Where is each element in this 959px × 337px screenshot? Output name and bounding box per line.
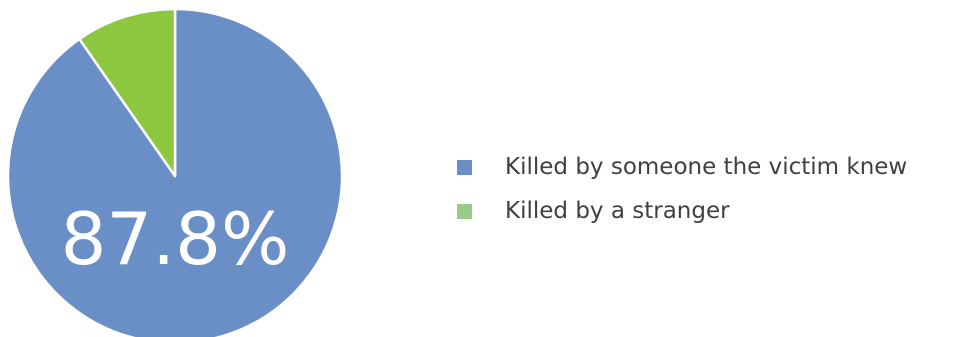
legend-swatch-stranger	[457, 203, 472, 219]
pie-slice-stranger	[78, 7, 177, 178]
legend-swatch-known	[457, 159, 472, 175]
legend: Killed by someone the victim knew Killed…	[457, 145, 907, 233]
pie-slice-known	[6, 7, 344, 337]
legend-item-stranger: Killed by a stranger	[457, 189, 907, 233]
pie-slices	[6, 7, 344, 337]
legend-label-stranger: Killed by a stranger	[505, 198, 730, 224]
legend-label-known: Killed by someone the victim knew	[505, 154, 908, 180]
legend-item-known: Killed by someone the victim knew	[457, 145, 907, 189]
slice-value-label: 87.8%	[61, 197, 290, 281]
